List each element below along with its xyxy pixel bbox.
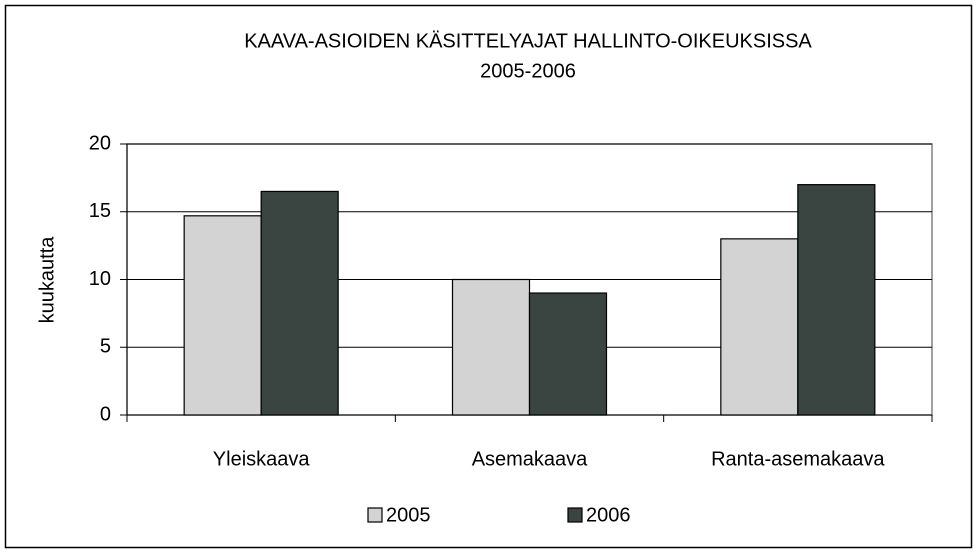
x-tick-label: Ranta-asemakaava — [711, 448, 885, 470]
x-tick-label: Asemakaava — [472, 448, 588, 470]
chart-title: KAAVA-ASIOIDEN KÄSITTELYAJAT HALLINTO-OI… — [244, 30, 812, 52]
chart-subtitle: 2005-2006 — [480, 60, 576, 82]
bar — [797, 184, 876, 416]
legend-label: 2006 — [586, 504, 631, 526]
x-tick-label: Yleiskaava — [213, 448, 311, 470]
legend-label: 2005 — [386, 504, 431, 526]
y-tick-label: 0 — [100, 403, 111, 425]
legend-swatch — [367, 507, 383, 523]
y-tick-label: 20 — [89, 132, 111, 154]
bar — [260, 190, 339, 416]
bar — [451, 278, 531, 416]
y-tick-label: 5 — [100, 336, 111, 358]
y-axis-label: kuukautta — [36, 236, 58, 324]
y-tick-label: 15 — [89, 200, 111, 222]
bar — [720, 238, 799, 416]
y-tick-label: 10 — [89, 268, 111, 290]
bar — [528, 292, 608, 416]
legend-swatch — [567, 507, 583, 523]
bar — [183, 215, 262, 416]
